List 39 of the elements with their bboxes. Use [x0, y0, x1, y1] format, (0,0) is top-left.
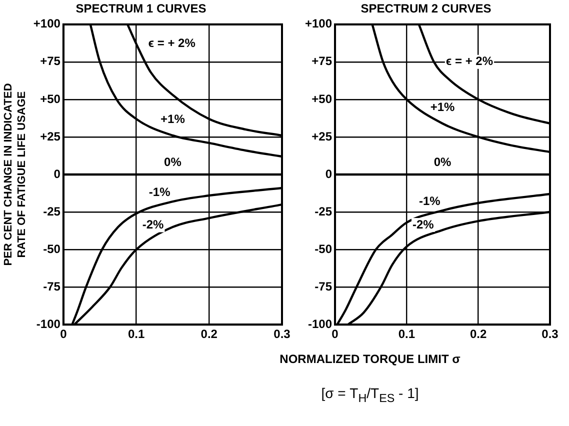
y-tick-label: -50 [43, 242, 61, 256]
x-tick-label: 0.1 [398, 327, 416, 342]
series-label: ϵ = + 2% [446, 54, 494, 68]
y-tick-label: -25 [314, 204, 332, 218]
y-tick-label: +25 [312, 129, 332, 144]
y-tick-label: +75 [40, 54, 61, 68]
x-tick-label: 0.3 [274, 327, 291, 342]
series-label: ϵ = + 2% [148, 36, 196, 50]
y-tick-label: +50 [40, 92, 61, 106]
y-tick-label: +100 [33, 16, 61, 31]
y-tick-label: -100 [36, 316, 61, 331]
y-tick-label: -50 [314, 242, 332, 256]
x-tick-label: 0.2 [470, 327, 488, 342]
series-label: -1% [418, 194, 441, 208]
x-axis-title: NORMALIZED TORQUE LIMIT σ [278, 352, 462, 366]
series-label: +1% [430, 100, 456, 114]
y-tick-label: +75 [312, 54, 332, 68]
series-label: 0% [434, 154, 452, 169]
y-axis-title: PER CENT CHANGE IN INDICATED RATE OF FATIGUE LIFE USAGE [2, 83, 28, 266]
series-label: -2% [412, 217, 434, 232]
y-tick-label: +100 [305, 16, 332, 31]
series-label: +1% [160, 112, 186, 126]
series-label: -2% [142, 218, 164, 232]
x-tick-label: 0.1 [128, 327, 145, 342]
series-label: 0% [164, 154, 182, 169]
y-tick-label: +25 [40, 129, 61, 144]
y-tick-label: -25 [43, 204, 61, 218]
chart-title: SPECTRUM 2 CURVES [360, 2, 492, 16]
x-tick-label: 0.3 [542, 327, 559, 342]
y-tick-label: +50 [312, 92, 332, 106]
y-tick-label: 0 [54, 166, 61, 181]
x-tick-label: 0.2 [200, 327, 218, 342]
y-tick-label: -100 [308, 316, 332, 331]
text: [σ = T$_{H}$/T$_{ES}$ - 1] [320, 385, 420, 405]
y-tick-label: -75 [314, 279, 332, 294]
chart-title: SPECTRUM 1 CURVES [76, 2, 206, 16]
series-label: -1% [148, 185, 171, 200]
y-tick-label: 0 [325, 166, 332, 181]
y-tick-label: -75 [43, 279, 61, 294]
